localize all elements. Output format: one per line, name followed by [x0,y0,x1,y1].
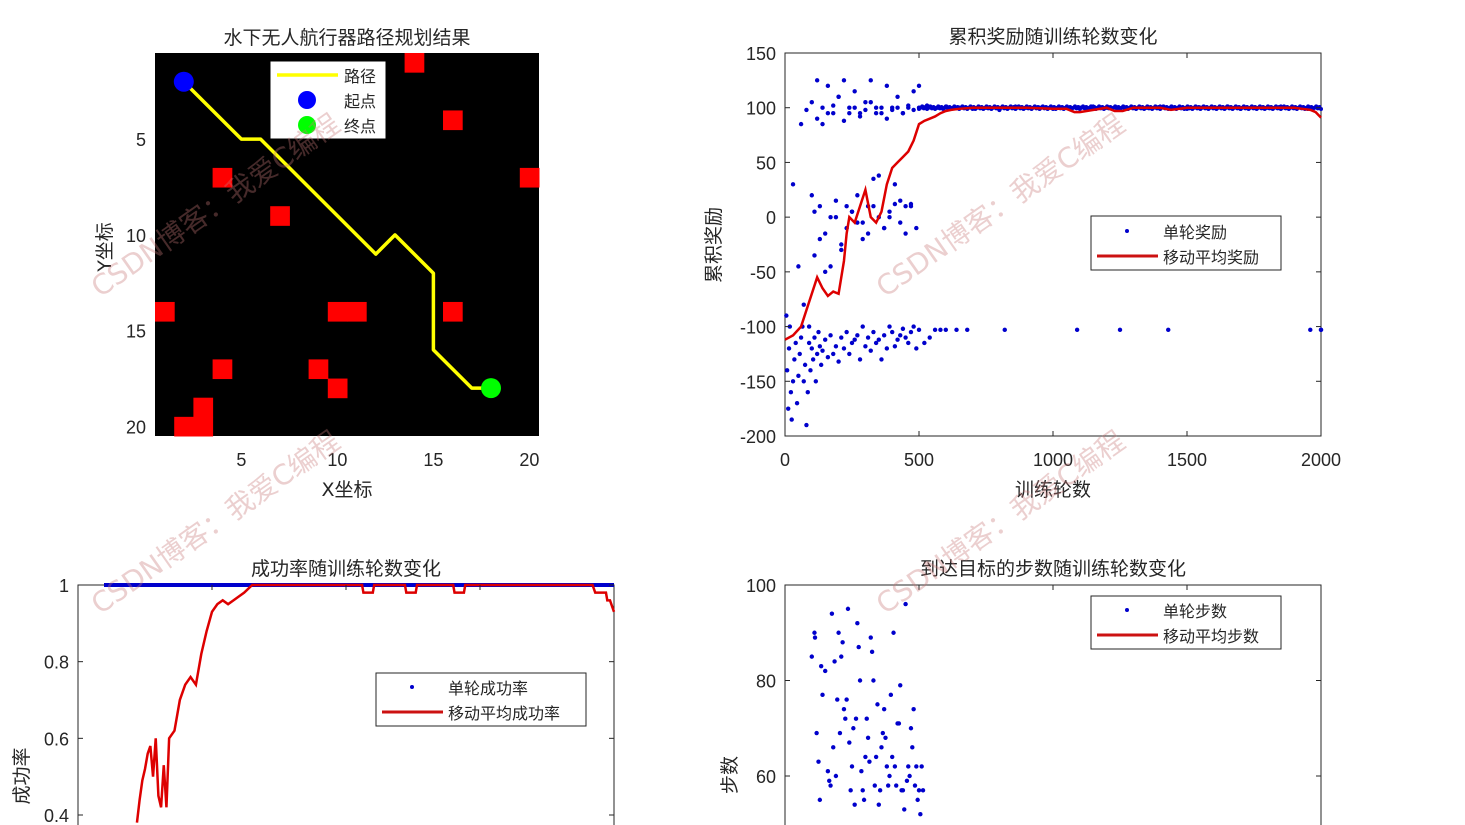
y-axis-label: Y坐标 [94,222,116,273]
legend-goal-label: 终点 [344,117,376,136]
steps-axes: 到达目标的步数随训练轮数变化 60 80 100 步数 单轮步数 移动平均步数 [719,558,1322,825]
svg-text:10: 10 [126,226,146,246]
svg-text:500: 500 [904,450,934,470]
svg-text:20: 20 [126,417,146,437]
svg-text:50: 50 [756,153,776,173]
obstacle-cell [155,301,175,322]
svg-text:1: 1 [59,576,69,596]
svg-text:-100: -100 [740,318,776,338]
svg-text:15: 15 [423,450,443,470]
obstacle-cell [347,301,367,322]
svg-text:20: 20 [519,450,539,470]
steps-y-axis-label: 步数 [719,756,741,794]
reward-chart-title: 累积奖励随训练轮数变化 [948,26,1157,48]
steps-scatter-points [809,601,926,817]
legend-steps-label: 单轮步数 [1163,602,1227,621]
svg-text:60: 60 [756,767,776,787]
reward-x-axis-label: 训练轮数 [1015,479,1091,501]
svg-text:10: 10 [327,450,347,470]
svg-text:5: 5 [136,130,146,150]
svg-text:2000: 2000 [1301,450,1341,470]
reward-legend: 单轮奖励 移动平均奖励 [1090,215,1282,271]
svg-text:100: 100 [746,576,776,596]
steps-chart-title: 到达目标的步数随训练轮数变化 [920,558,1186,580]
steps-axes-ticks: 60 80 100 [746,576,1321,787]
success-axes-ticks: 0.4 0.6 0.8 1 [44,576,614,825]
svg-text:15: 15 [126,322,146,342]
obstacle-cell [193,416,214,437]
reward-axes: 累积奖励随训练轮数变化 0 500 1000 1500 2000-200-150-100… [703,26,1341,501]
reward-moving-average-line [784,106,1322,341]
svg-text:0: 0 [780,450,790,470]
obstacle-cell [270,206,290,226]
reward-axes-ticks: 0 500 1000 1500 2000 -200 -150 -100 -50 0 50 100 150 [740,44,1341,470]
svg-text:0.8: 0.8 [44,653,69,673]
svg-text:1000: 1000 [1033,450,1073,470]
path-axes-ticks: 5 10 15 20 5 10 15 20 [126,130,539,470]
svg-text:5: 5 [236,450,246,470]
success-legend: 单轮成功率 移动平均成功率 [375,672,587,727]
svg-text:-200: -200 [740,427,776,447]
legend-start-label: 起点 [344,92,376,111]
obstacle-cell [193,397,214,418]
legend-path-label: 路径 [344,67,376,86]
success-moving-average-line [135,583,616,823]
legend-dot-swatch [410,685,414,689]
legend-dot-swatch [1125,608,1129,612]
svg-text:100: 100 [746,99,776,119]
legend-dot-swatch [1125,229,1129,233]
success-y-axis-label: 成功率 [11,747,33,804]
legend-avg-steps-label: 移动平均步数 [1163,627,1259,646]
legend-success-label: 单轮成功率 [448,679,528,698]
path-legend: 路径 起点 终点 [270,61,386,139]
start-point-marker [173,71,194,92]
obstacle-cell [519,167,540,188]
x-axis-label: X坐标 [321,479,372,501]
svg-text:-50: -50 [750,263,776,283]
obstacle-cell [443,110,463,131]
goal-point-marker [481,378,501,399]
obstacles [155,53,540,437]
svg-text:1500: 1500 [1167,450,1207,470]
svg-text:150: 150 [746,44,776,64]
legend-goal-swatch [298,116,316,134]
obstacle-cell [404,53,425,73]
steps-legend: 单轮步数 移动平均步数 [1090,595,1282,650]
path-line [182,80,491,390]
obstacle-cell [308,359,329,380]
svg-text:-150: -150 [740,372,776,392]
legend-avg-success-label: 移动平均成功率 [448,704,560,723]
legend-start-swatch [298,91,316,109]
obstacle-cell [443,301,463,322]
legend-avg-reward-label: 移动平均奖励 [1163,248,1259,267]
svg-text:0.4: 0.4 [44,806,69,825]
svg-text:80: 80 [756,672,776,692]
legend-reward-label: 单轮奖励 [1163,223,1227,242]
success-rate-axes: 成功率随训练轮数变化 0.4 0.6 0.8 1 成功率 单轮成功率 移动平均成功率 [11,558,616,825]
obstacle-cell [327,378,348,399]
path-planning-title: 水下无人航行器路径规划结果 [223,27,470,49]
obstacle-cell [327,301,348,322]
path-planning-axes: 水下无人航行器路径规划结果 5 10 15 20 5 10 15 20 X坐标 Y坐标 路径 … [94,27,540,501]
reward-y-axis-label: 累积奖励 [703,207,725,283]
success-chart-title: 成功率随训练轮数变化 [251,558,441,580]
obstacle-cell [212,359,233,380]
obstacle-cell [174,416,194,437]
obstacle-cell [212,167,233,188]
svg-text:0: 0 [766,208,776,228]
svg-text:0.6: 0.6 [44,729,69,749]
